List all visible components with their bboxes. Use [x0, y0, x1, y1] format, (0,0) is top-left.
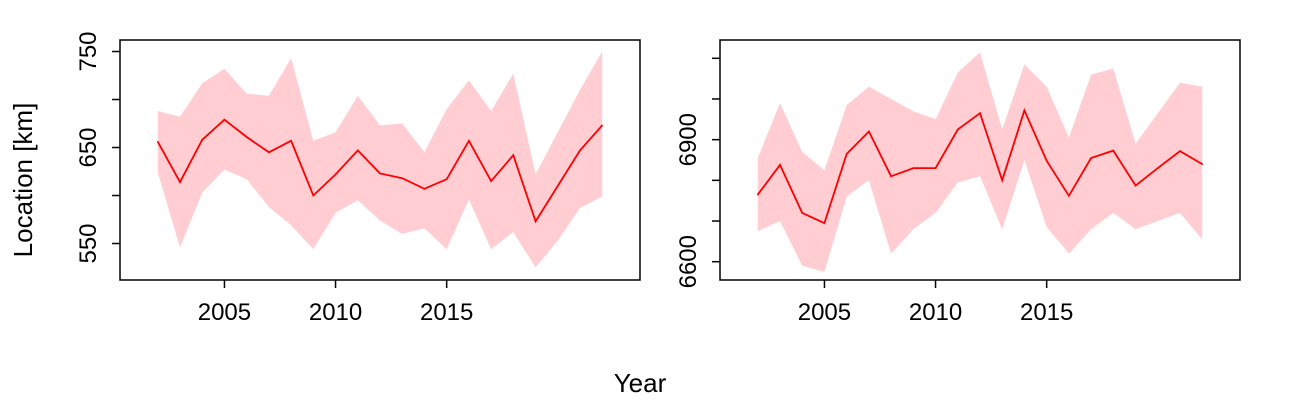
- data-point: [445, 178, 448, 180]
- x-axis-title: Year: [614, 368, 667, 398]
- data-point: [979, 112, 981, 114]
- x-tick-label: 2015: [1020, 299, 1073, 326]
- left-chart-panel: 2005 2010 2015 550 650 750: [75, 31, 641, 326]
- data-point: [1090, 157, 1092, 159]
- data-point: [845, 153, 848, 155]
- data-point: [1134, 184, 1137, 187]
- data-point: [312, 194, 315, 197]
- data-point: [1068, 195, 1070, 197]
- data-point: [1023, 109, 1026, 112]
- data-point: [868, 130, 870, 133]
- data-point: [490, 180, 492, 182]
- plot-frame: [119, 39, 641, 281]
- data-point: [1001, 179, 1003, 182]
- data-point: [579, 149, 581, 152]
- data-point: [534, 220, 537, 223]
- data-point: [245, 136, 248, 138]
- data-point: [890, 175, 892, 178]
- data-point: [1112, 149, 1115, 152]
- x-tick-label: 2010: [309, 299, 362, 326]
- y-tick-label: 750: [75, 31, 102, 71]
- data-point: [957, 128, 959, 131]
- data-point: [557, 185, 559, 187]
- data-point: [823, 222, 826, 224]
- data-point: [779, 164, 781, 166]
- data-point: [290, 140, 292, 142]
- confidence-band: [157, 51, 603, 268]
- data-point: [223, 118, 226, 121]
- data-point: [512, 154, 515, 156]
- plot-frame: [719, 39, 1241, 281]
- x-tick-label: 2005: [198, 299, 251, 326]
- data-point: [423, 188, 426, 190]
- data-point: [1157, 167, 1159, 169]
- confidence-band: [757, 52, 1203, 272]
- data-point: [179, 181, 181, 183]
- data-point: [1045, 160, 1048, 162]
- data-point: [268, 151, 270, 154]
- data-point: [334, 173, 337, 176]
- data-point: [934, 167, 937, 169]
- data-point: [357, 149, 359, 152]
- data-point: [601, 124, 603, 127]
- data-point: [912, 167, 915, 169]
- x-tick-label: 2015: [420, 299, 473, 326]
- x-tick-label: 2005: [798, 299, 851, 326]
- y-tick-label: 6900: [675, 113, 702, 166]
- y-axis-title: Location [km]: [8, 103, 38, 258]
- data-point: [1179, 150, 1181, 152]
- data-point: [201, 139, 203, 141]
- data-point: [801, 212, 803, 214]
- x-tick-label: 2010: [909, 299, 962, 326]
- right-chart-panel: 2005 2010 2015 6600 6900: [675, 39, 1241, 326]
- y-tick-label: 650: [75, 127, 102, 167]
- y-tick-label: 6600: [675, 235, 702, 288]
- data-point: [468, 140, 470, 142]
- data-point: [757, 193, 759, 196]
- y-tick-label: 550: [75, 223, 102, 263]
- data-point: [401, 177, 404, 179]
- data-point: [1201, 163, 1203, 165]
- data-point: [379, 172, 381, 175]
- data-point: [157, 141, 159, 143]
